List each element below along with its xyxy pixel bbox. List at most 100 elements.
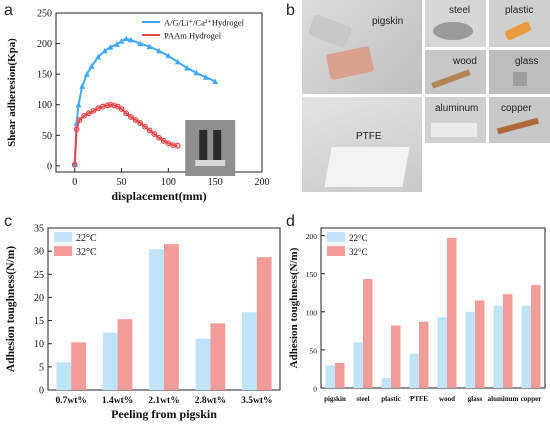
bar [241,312,257,390]
bar [210,323,226,390]
x-tick-label: 1.4wt% [102,396,133,406]
data-point [85,110,92,117]
photo-label-wood: wood [453,56,477,67]
data-point [88,63,95,69]
bar [117,319,133,390]
panel-letter-d: d [286,213,295,230]
bar [102,332,118,390]
inset-photo [185,120,236,177]
legend-swatch [54,246,72,256]
y-tick-label: 0 [47,161,52,172]
data-point [90,107,97,114]
plastic-tube-shape [504,20,532,42]
y-tick-label: 0 [313,385,317,394]
glass-cube-shape [513,72,527,86]
bar [256,257,272,390]
photo-copper: copper [489,97,550,143]
x-tick-label: 150 [208,177,223,188]
series-line [73,103,178,165]
data-point [101,47,108,54]
wood-stick-shape [431,69,471,89]
y-tick-label: 30 [34,247,44,258]
photo-filler [425,146,550,192]
data-point [127,36,134,43]
x-tick-label: 0.7wt% [55,396,86,406]
panel-letter-b: b [286,2,295,19]
photo-label-copper: copper [501,103,532,114]
pigskin-sample-shape [325,45,375,81]
bar [325,365,335,388]
x-tick-label: 2.1wt% [148,396,179,406]
y-axis-label: Adhesion toughness(N/m) [5,246,17,372]
data-point [123,35,130,42]
bar [335,362,345,388]
data-point [151,131,158,137]
x-axis-label: displacement(mm) [111,189,206,203]
data-point [83,71,90,77]
photo-label-glass: glass [515,56,539,67]
bar [149,249,164,390]
x-tick-label: 200 [255,177,270,188]
bar [419,321,429,388]
y-axis-label: Adhesion toughness(N/m) [288,247,300,368]
x-tick-label: 3.5wt% [241,396,272,406]
data-point [165,140,172,147]
data-point [79,83,86,89]
y-tick-label: 5 [39,362,44,373]
data-point [137,40,144,47]
x-tick-label: plastic [381,395,400,403]
photo-ptfe: PTFE [302,97,422,192]
x-tick-label: 2.8wt% [195,396,226,406]
x-tick-label: 50 [117,177,127,188]
panel-letter-c: c [4,213,12,230]
data-point [146,43,153,50]
bar [56,362,72,390]
chart-d-adhesion-toughness-substrate: 0 50 100 150 200 pigskin steel plastic PTFE wood g… [288,227,546,403]
data-point [160,137,167,144]
x-tick-label: aluminum [488,395,519,403]
data-point [132,117,139,123]
data-point [118,106,125,112]
x-tick-label: 0 [72,177,77,188]
bar [493,305,503,388]
x-tick-label: 100 [161,177,176,188]
y-tick-label: 200 [37,39,52,50]
y-tick-label: 0 [39,386,44,397]
data-point [174,142,181,149]
data-point [146,127,153,134]
data-point [128,114,134,120]
legend-swatch [327,246,345,256]
photo-pigskin: pigskin [302,0,422,94]
y-tick-label: 100 [306,308,318,317]
chart-a-shear-adhesion: 0 50 100 150 200 0 50 100 150 200 250 displacement(… [6,9,270,204]
data-point [184,65,191,71]
data-point [73,126,80,133]
bar [521,305,531,388]
inset-base [195,160,226,167]
data-point [104,102,111,109]
photo-label-pigskin: pigskin [372,16,404,27]
legend-label: 32°C [349,247,368,257]
bar [195,338,211,390]
bar [71,342,87,390]
photo-steel: steel [425,0,486,47]
y-tick-label: 25 [34,270,44,281]
data-point [76,117,83,123]
bar [381,378,391,388]
plot-frame [55,12,263,173]
bar [353,342,363,388]
y-tick-label: 20 [34,293,44,304]
x-tick-label: copper [521,395,542,403]
data-point [193,69,200,76]
y-tick-label: 35 [34,224,44,235]
legend-swatch [54,232,72,242]
data-point [142,123,148,130]
x-tick-label: pigskin [324,395,346,403]
legend-swatch [327,232,345,242]
photo-label-ptfe: PTFE [356,131,382,142]
panel-b-photo-grid: pigskin steel plastic wood glass PTFE al… [302,0,550,192]
steel-disc-shape [433,22,473,40]
legend-label: 32°C [76,247,97,258]
y-tick-label: 50 [310,346,318,355]
inset-clamp-left [199,130,208,161]
